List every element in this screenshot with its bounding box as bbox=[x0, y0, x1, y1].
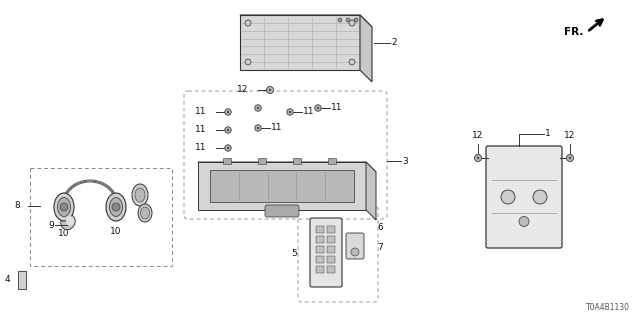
Bar bbox=[328, 158, 336, 164]
Circle shape bbox=[349, 59, 355, 65]
Circle shape bbox=[315, 105, 321, 111]
Text: 8: 8 bbox=[14, 202, 20, 211]
Ellipse shape bbox=[106, 193, 126, 221]
Circle shape bbox=[227, 129, 229, 131]
Circle shape bbox=[225, 127, 231, 133]
Text: 11: 11 bbox=[303, 108, 314, 116]
Bar bbox=[18, 271, 26, 289]
Circle shape bbox=[257, 107, 259, 109]
Circle shape bbox=[225, 145, 231, 151]
Bar bbox=[210, 170, 354, 202]
Circle shape bbox=[225, 109, 231, 115]
Circle shape bbox=[257, 127, 259, 129]
Ellipse shape bbox=[61, 214, 76, 230]
Ellipse shape bbox=[54, 193, 74, 221]
Circle shape bbox=[477, 157, 479, 159]
Circle shape bbox=[354, 18, 358, 22]
Circle shape bbox=[289, 111, 291, 113]
Text: 5: 5 bbox=[291, 250, 297, 259]
Circle shape bbox=[533, 190, 547, 204]
Circle shape bbox=[338, 18, 342, 22]
Circle shape bbox=[227, 147, 229, 149]
Ellipse shape bbox=[141, 207, 150, 219]
Ellipse shape bbox=[66, 216, 74, 226]
Circle shape bbox=[346, 18, 350, 22]
Text: 11: 11 bbox=[271, 124, 282, 132]
Text: 1: 1 bbox=[545, 130, 551, 139]
Text: 7: 7 bbox=[377, 244, 383, 252]
Text: 12: 12 bbox=[237, 85, 248, 94]
Polygon shape bbox=[198, 162, 366, 210]
Bar bbox=[293, 158, 301, 164]
Text: FR.: FR. bbox=[564, 27, 583, 37]
Text: 6: 6 bbox=[377, 223, 383, 233]
Circle shape bbox=[269, 89, 271, 91]
Bar bbox=[327, 246, 335, 253]
Polygon shape bbox=[360, 15, 372, 82]
Text: 11: 11 bbox=[331, 103, 342, 113]
Text: 12: 12 bbox=[472, 131, 484, 140]
Polygon shape bbox=[240, 15, 360, 70]
Ellipse shape bbox=[109, 197, 122, 217]
Circle shape bbox=[287, 109, 293, 115]
Circle shape bbox=[245, 59, 251, 65]
Circle shape bbox=[255, 105, 261, 111]
FancyBboxPatch shape bbox=[346, 233, 364, 259]
Text: 9: 9 bbox=[48, 220, 54, 229]
Polygon shape bbox=[240, 15, 372, 27]
FancyBboxPatch shape bbox=[486, 146, 562, 248]
Circle shape bbox=[245, 20, 251, 26]
Polygon shape bbox=[198, 162, 376, 172]
Ellipse shape bbox=[58, 197, 70, 217]
Bar bbox=[258, 158, 266, 164]
Circle shape bbox=[351, 248, 359, 256]
Circle shape bbox=[349, 20, 355, 26]
Text: 12: 12 bbox=[564, 131, 576, 140]
Text: 4: 4 bbox=[4, 276, 10, 284]
Circle shape bbox=[60, 203, 68, 211]
Bar bbox=[316, 266, 324, 273]
Circle shape bbox=[501, 190, 515, 204]
Circle shape bbox=[227, 111, 229, 113]
Circle shape bbox=[566, 155, 573, 162]
Text: 11: 11 bbox=[195, 143, 206, 153]
Bar bbox=[223, 158, 231, 164]
Text: 10: 10 bbox=[110, 227, 122, 236]
FancyBboxPatch shape bbox=[310, 218, 342, 287]
Bar bbox=[316, 236, 324, 243]
Bar bbox=[327, 226, 335, 233]
Text: 11: 11 bbox=[195, 108, 206, 116]
Bar bbox=[30, 168, 172, 266]
Bar bbox=[316, 246, 324, 253]
Bar bbox=[316, 256, 324, 263]
Circle shape bbox=[255, 125, 261, 131]
Ellipse shape bbox=[135, 188, 145, 202]
FancyBboxPatch shape bbox=[265, 205, 299, 217]
Bar bbox=[327, 236, 335, 243]
Text: T0A4B1130: T0A4B1130 bbox=[586, 303, 630, 312]
Circle shape bbox=[317, 107, 319, 109]
Circle shape bbox=[112, 203, 120, 211]
Circle shape bbox=[474, 155, 481, 162]
Polygon shape bbox=[366, 162, 376, 220]
Circle shape bbox=[569, 157, 572, 159]
Bar bbox=[327, 266, 335, 273]
Text: 2: 2 bbox=[391, 38, 397, 47]
Ellipse shape bbox=[138, 204, 152, 222]
Bar bbox=[316, 226, 324, 233]
Text: 11: 11 bbox=[195, 125, 206, 134]
Ellipse shape bbox=[132, 184, 148, 206]
Text: 10: 10 bbox=[58, 229, 70, 238]
Bar bbox=[327, 256, 335, 263]
Text: 3: 3 bbox=[402, 156, 408, 165]
Circle shape bbox=[266, 86, 273, 93]
Circle shape bbox=[519, 217, 529, 227]
